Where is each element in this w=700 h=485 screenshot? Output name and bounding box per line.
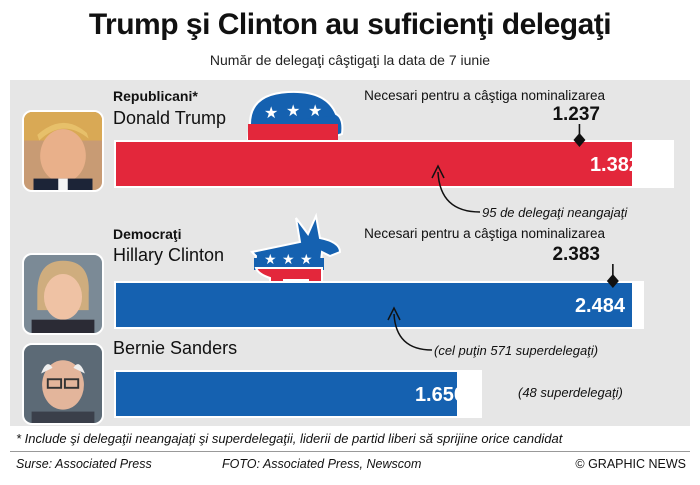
photo-credit: FOTO: Associated Press, Newscom bbox=[222, 457, 422, 471]
svg-text:★: ★ bbox=[282, 252, 295, 268]
source-credit: Surse: Associated Press bbox=[16, 457, 152, 471]
trump-bar bbox=[114, 140, 634, 188]
page-title: Trump şi Clinton au suficienţi delegaţi bbox=[88, 8, 612, 41]
republican-needed-value: 1.237 bbox=[552, 104, 600, 125]
candidate-name-sanders: Bernie Sanders bbox=[113, 338, 238, 358]
clinton-value-label: 2.484 bbox=[574, 295, 625, 317]
democrat-needed-value: 2.383 bbox=[552, 244, 600, 265]
page-subtitle: Număr de delegaţi câştigaţi la data de 7… bbox=[209, 52, 491, 68]
candidate-name-clinton: Hillary Clinton bbox=[113, 245, 225, 265]
clinton-photo bbox=[22, 253, 104, 335]
republican-needed-label: Necesari pentru a câştiga nominalizarea bbox=[364, 88, 605, 103]
sanders-photo bbox=[22, 343, 104, 425]
candidate-name-trump: Donald Trump bbox=[113, 108, 227, 128]
sanders-note: (48 superdelegaţi) bbox=[518, 385, 623, 400]
sanders-value-label: 1.650 bbox=[414, 384, 465, 406]
svg-text:★: ★ bbox=[264, 103, 278, 122]
svg-text:★: ★ bbox=[308, 101, 322, 120]
footnote: * Include şi delegaţii neangajaţi şi sup… bbox=[16, 431, 563, 446]
republican-note: 95 de delegaţi neangajaţi bbox=[482, 205, 628, 220]
democrat-needed-label: Necesari pentru a câştiga nominalizarea bbox=[364, 226, 605, 241]
trump-value-label: 1.382 bbox=[589, 154, 640, 176]
svg-text:★: ★ bbox=[286, 101, 300, 120]
sanders-bar bbox=[114, 370, 459, 418]
svg-text:★: ★ bbox=[300, 252, 313, 268]
republicans-label: Republicani* bbox=[113, 88, 198, 104]
democrat-note: (cel puţin 571 superdelegaţi) bbox=[434, 343, 599, 358]
clinton-bar bbox=[114, 281, 634, 329]
footer-divider bbox=[10, 451, 690, 452]
graphic-news-credit: © GRAPHIC NEWS bbox=[575, 457, 686, 471]
svg-text:★: ★ bbox=[264, 252, 277, 268]
trump-photo bbox=[22, 110, 104, 192]
democrats-label: Democraţi bbox=[113, 226, 182, 242]
